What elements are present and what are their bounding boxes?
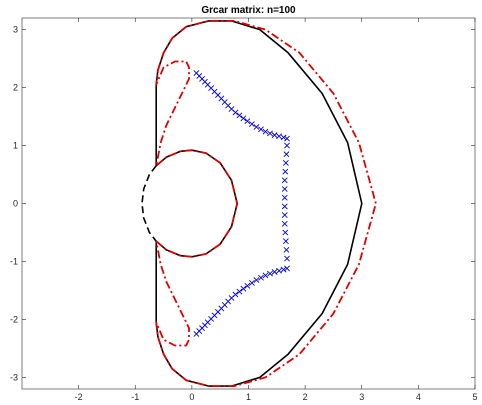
y-tick-label: -2 xyxy=(10,314,18,324)
eigenvalue-marker xyxy=(281,194,288,201)
eigenvalue-marker xyxy=(193,331,200,337)
y-tick-label: 0 xyxy=(13,199,18,209)
x-tick-label: 1 xyxy=(246,392,251,402)
eigenvalue-marker xyxy=(280,266,287,273)
series-line-3 xyxy=(155,19,377,388)
eigenvalue-marker xyxy=(271,268,278,275)
eigenvalue-marker xyxy=(240,115,247,122)
eigenvalue-marker xyxy=(262,128,269,135)
y-tick-label: 2 xyxy=(13,83,18,93)
eigenvalue-marker xyxy=(240,285,247,292)
eigenvalue-marker xyxy=(276,133,282,140)
eigenvalue-marker xyxy=(258,274,264,281)
y-tick-label: -3 xyxy=(10,372,18,382)
x-tick-label: 3 xyxy=(359,392,364,402)
x-tick-label: -2 xyxy=(75,392,83,402)
x-tick-label: 0 xyxy=(189,392,194,402)
eigenvalue-marker xyxy=(284,142,290,149)
axes-box xyxy=(21,17,476,390)
series-layer xyxy=(141,19,377,388)
eigenvalue-marker xyxy=(281,212,288,219)
series-line-0 xyxy=(155,20,363,387)
eigenvalue-marker xyxy=(283,246,290,253)
eigenvalue-marker xyxy=(282,168,289,175)
x-tick-label: 4 xyxy=(416,392,421,402)
eigenvalue-marker xyxy=(281,203,288,210)
eigenvalue-marker xyxy=(282,160,289,166)
eigenvalue-marker xyxy=(262,272,269,279)
eigenvalue-marker xyxy=(284,255,290,262)
y-tick-label: 1 xyxy=(13,141,18,151)
tick-layer: -2 -1 0 1 2 3 4 5 -3 -2 -1 0 1 2 3 xyxy=(10,18,478,402)
chart-title: Grcar matrix: n=100 xyxy=(201,5,296,16)
eigenvalue-marker xyxy=(258,126,264,133)
x-tick-label: 2 xyxy=(303,392,308,402)
eigenvalue-marker xyxy=(271,132,278,139)
x-tick-label: 5 xyxy=(472,392,477,402)
eigenvalue-marker xyxy=(267,130,273,137)
eigenvalue-marker xyxy=(284,135,290,142)
eigenvalue-marker xyxy=(283,151,290,158)
eigenvalue-marker xyxy=(281,177,288,184)
eigenvalue-marker xyxy=(244,282,251,289)
eigenvalue-markers xyxy=(193,70,290,337)
eigenvalue-marker xyxy=(244,118,251,125)
series-line-1 xyxy=(155,149,238,258)
eigenvalue-marker xyxy=(253,124,260,130)
eigenvalue-marker xyxy=(281,186,288,192)
eigenvalue-marker xyxy=(280,134,287,141)
eigenvalue-marker xyxy=(236,288,243,295)
eigenvalue-marker xyxy=(236,112,243,119)
eigenvalue-marker xyxy=(232,109,239,116)
eigenvalue-marker xyxy=(284,265,290,272)
x-tick-label: -1 xyxy=(131,392,139,402)
eigenvalue-marker xyxy=(267,270,273,277)
series-line-2 xyxy=(141,165,157,242)
eigenvalue-marker xyxy=(253,277,260,283)
y-tick-label: 3 xyxy=(13,25,18,35)
eigenvalue-marker xyxy=(282,229,289,236)
eigenvalue-marker xyxy=(281,220,288,227)
eigenvalue-marker xyxy=(276,267,282,274)
eigenvalue-marker xyxy=(248,121,255,128)
eigenvalue-marker xyxy=(282,238,289,245)
y-tick-label: -1 xyxy=(10,256,18,266)
eigenvalue-marker xyxy=(248,279,255,286)
